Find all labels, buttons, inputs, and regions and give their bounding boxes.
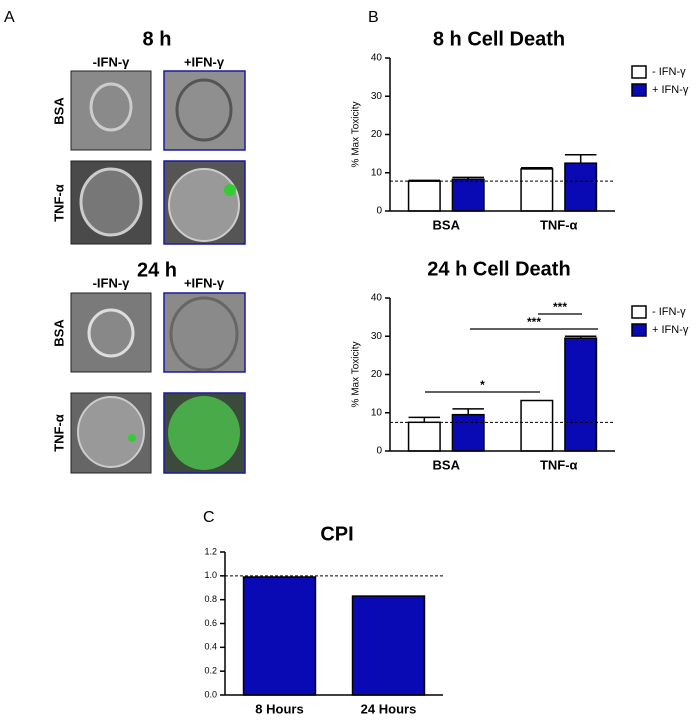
y-tick-label: 40	[371, 293, 383, 304]
micrograph	[163, 292, 246, 373]
significance-label: ***	[553, 300, 567, 314]
column-header: -IFN-γ	[93, 275, 131, 290]
significance-label: *	[480, 378, 485, 392]
cell	[87, 308, 135, 358]
cell	[89, 82, 133, 132]
bar	[564, 337, 598, 452]
x-tick-label: 24 Hours	[361, 701, 417, 716]
section-title: 24 h	[137, 259, 177, 281]
y-tick-label: 10	[371, 407, 383, 418]
y-tick-label: 1.2	[204, 546, 217, 556]
y-tick-label: 0.6	[204, 618, 217, 628]
y-tick-label: 30	[371, 331, 383, 342]
fluorescence	[128, 434, 136, 442]
cell	[169, 296, 239, 372]
chart-title: CPI	[320, 523, 353, 545]
x-tick-label: 8 Hours	[255, 701, 303, 716]
legend-label: + IFN-γ	[652, 324, 689, 336]
chart-title: 24 h Cell Death	[427, 258, 570, 280]
cell	[168, 168, 240, 242]
bar	[407, 421, 441, 452]
row-label: BSA	[51, 97, 66, 125]
y-tick-label: 0.0	[204, 689, 217, 699]
legend-label: + IFN-γ	[652, 84, 689, 96]
bar	[351, 595, 426, 696]
y-tick-label: 20	[371, 369, 383, 380]
y-tick-label: 1.0	[204, 570, 217, 580]
legend-swatch	[631, 305, 647, 319]
fluorescence	[168, 396, 240, 470]
y-tick-label: 0.4	[204, 642, 217, 652]
column-header: +IFN-γ	[184, 275, 225, 290]
section-title: 8 h	[143, 28, 172, 50]
y-tick-label: 40	[371, 53, 383, 64]
chart-title: 8 h Cell Death	[433, 28, 565, 50]
micrographs	[70, 70, 246, 474]
row-label: TNF-α	[51, 414, 66, 452]
legend-swatch	[631, 83, 647, 97]
legend-swatch	[631, 323, 647, 337]
x-tick-label: TNF-α	[540, 457, 578, 472]
y-tick-label: 20	[371, 129, 383, 140]
legend-swatch	[631, 65, 647, 79]
legend-label: - IFN-γ	[652, 66, 686, 78]
y-tick-label: 0	[376, 446, 382, 457]
bar	[242, 576, 317, 696]
y-axis-label: % Max Toxicity	[351, 102, 362, 168]
bar	[564, 162, 598, 212]
panel-label: B	[368, 9, 379, 26]
column-header: -IFN-γ	[93, 54, 131, 69]
bar	[407, 180, 441, 212]
legend-label: - IFN-γ	[652, 306, 686, 318]
x-tick-label: TNF-α	[540, 217, 578, 232]
cell	[79, 167, 143, 237]
y-tick-label: 0	[376, 206, 382, 217]
panel-label: C	[203, 509, 215, 526]
y-tick-label: 30	[371, 91, 383, 102]
x-tick-label: BSA	[433, 217, 461, 232]
fluorescence	[224, 184, 236, 196]
panel-label: A	[4, 9, 15, 26]
x-tick-label: BSA	[433, 457, 461, 472]
y-tick-label: 10	[371, 167, 383, 178]
y-axis-label: % Max Toxicity	[351, 342, 362, 408]
y-tick-label: 0.8	[204, 594, 217, 604]
bar	[451, 413, 485, 452]
cell	[77, 396, 145, 468]
cell	[175, 78, 233, 142]
y-tick-label: 0.2	[204, 666, 217, 676]
bar	[520, 168, 554, 212]
column-header: +IFN-γ	[184, 54, 225, 69]
bar	[520, 399, 554, 452]
row-label: BSA	[51, 319, 66, 347]
significance-label: ***	[527, 315, 541, 329]
bar	[451, 178, 485, 212]
row-label: TNF-α	[51, 184, 66, 222]
